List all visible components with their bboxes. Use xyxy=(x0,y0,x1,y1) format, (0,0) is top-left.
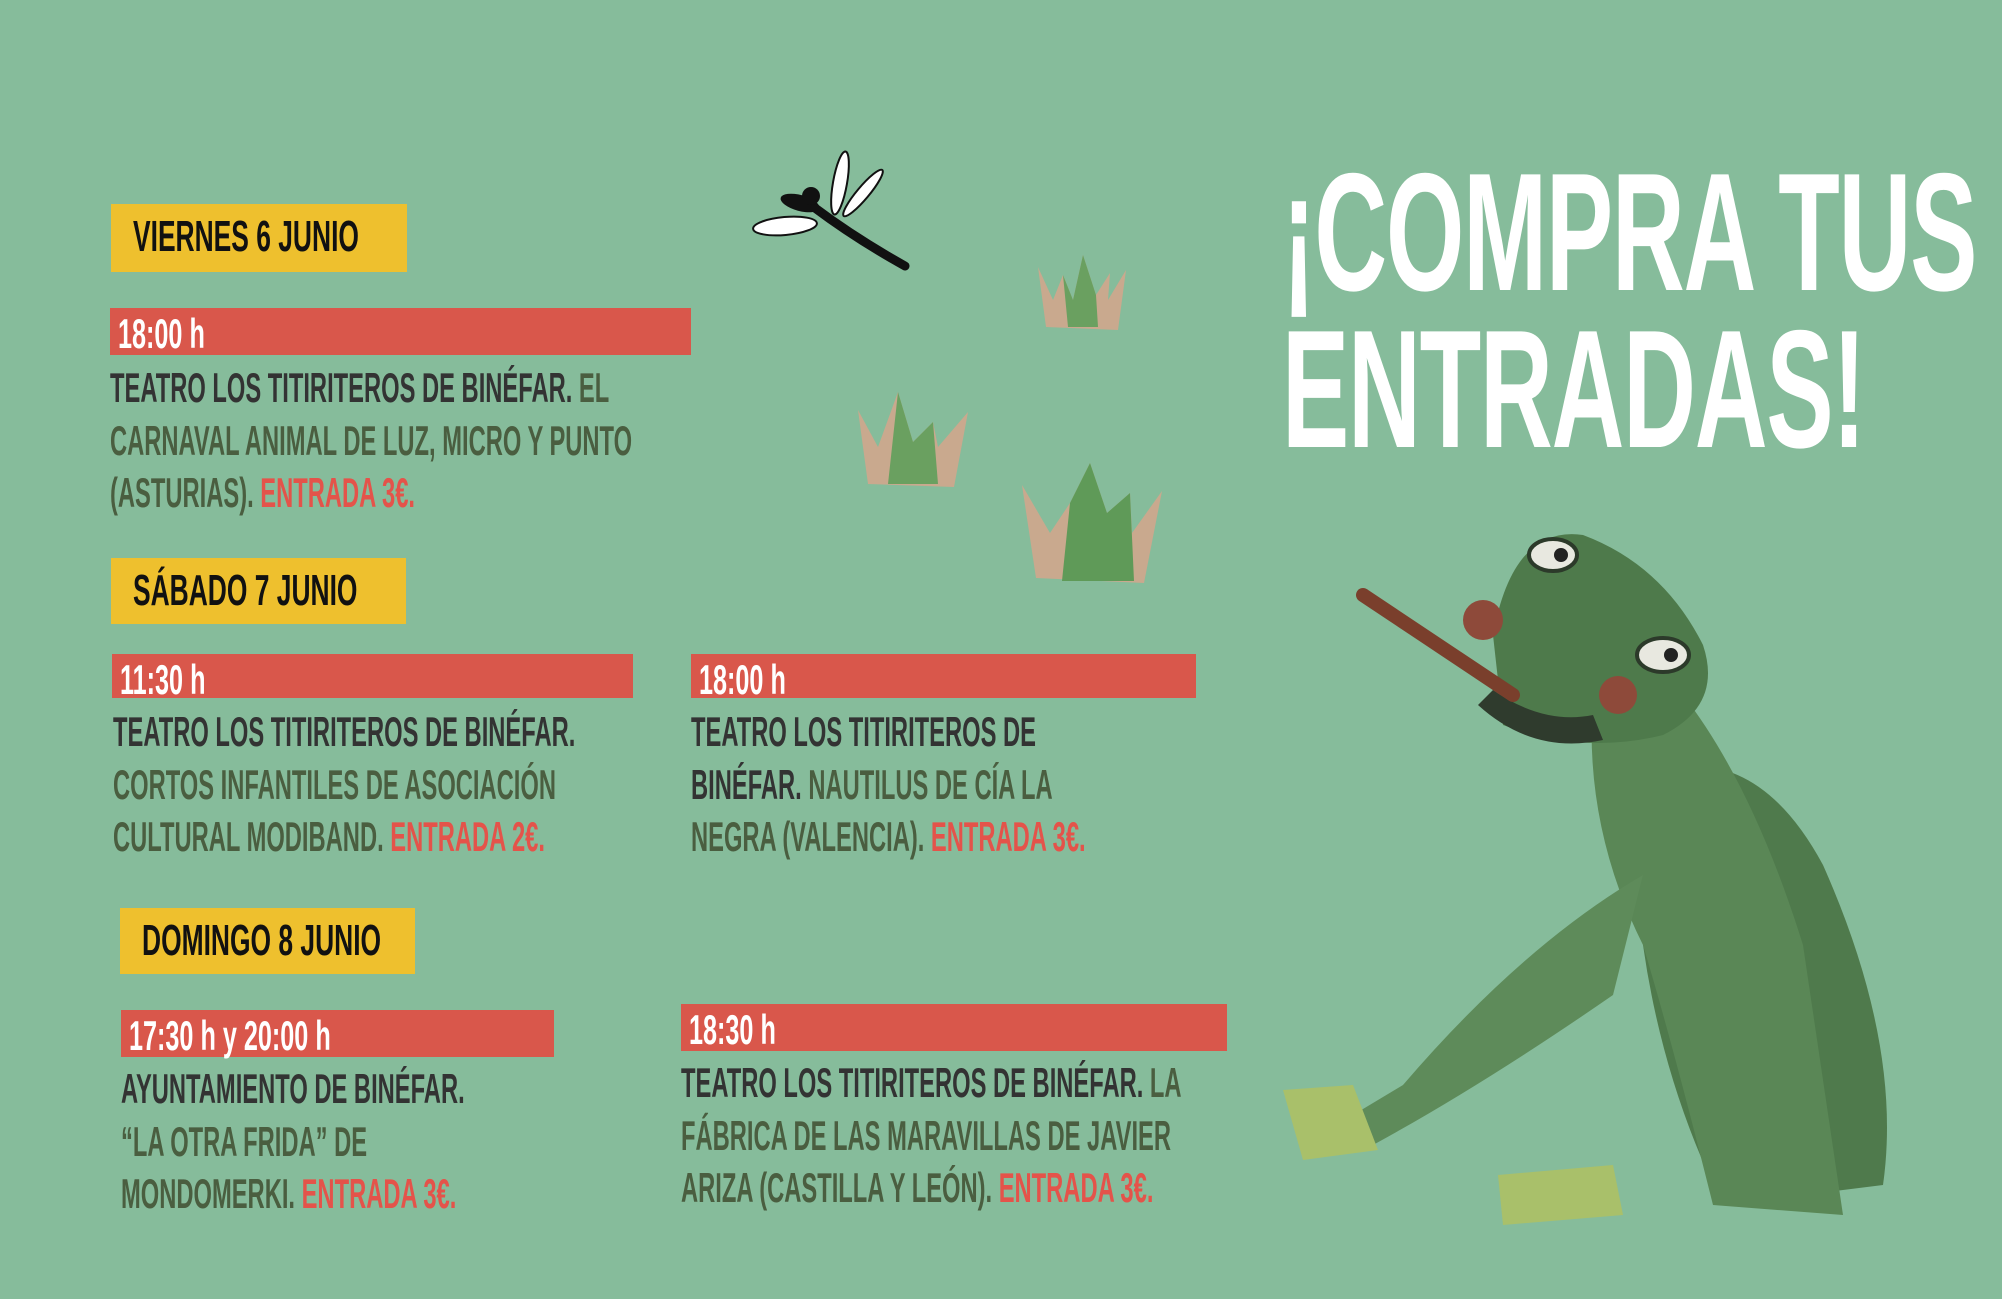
event-line: (ASTURIAS). ENTRADA 3€. xyxy=(110,467,632,520)
event-line: “LA OTRA FRIDA” DE xyxy=(121,1116,465,1169)
venue-text: TEATRO LOS TITIRITEROS DE xyxy=(691,708,1036,755)
time-text: 18:00 h xyxy=(699,656,786,703)
event-description: TEATRO LOS TITIRITEROS DE BINÉFAR. EL CAR… xyxy=(110,362,1034,520)
show-title-text: NEGRA (VALENCIA). xyxy=(691,813,931,860)
frog-illustration xyxy=(1283,534,1887,1225)
time-bar: 18:30 h xyxy=(681,1004,1227,1053)
show-title-text: EL xyxy=(572,364,610,411)
event-line: MONDOMERKI. ENTRADA 3€. xyxy=(121,1168,465,1221)
show-title-text: ARIZA (CASTILLA Y LEÓN). xyxy=(681,1164,999,1211)
event-description: TEATRO LOS TITIRITEROS DE BINÉFAR. CORTOS… xyxy=(113,706,931,864)
event-line: CARNAVAL ANIMAL DE LUZ, MICRO Y PUNTO xyxy=(110,415,632,468)
venue-text: TEATRO LOS TITIRITEROS DE BINÉFAR. xyxy=(110,364,573,411)
day-label-saturday: SÁBADO 7 JUNIO xyxy=(111,558,406,624)
grass-tuft-icon xyxy=(858,392,968,487)
show-title-text: NAUTILUS DE CÍA LA xyxy=(801,760,1053,808)
event-line: ARIZA (CASTILLA Y LEÓN). ENTRADA 3€. xyxy=(681,1162,1182,1215)
event-description: TEATRO LOS TITIRITEROS DE BINÉFAR. NAUTIL… xyxy=(691,706,1389,864)
day-label-sunday: DOMINGO 8 JUNIO xyxy=(120,908,415,974)
event-description: AYUNTAMIENTO DE BINÉFAR. “LA OTRA FRIDA” … xyxy=(121,1063,729,1221)
event-line: CORTOS INFANTILES DE ASOCIACIÓN xyxy=(113,759,575,812)
show-title-text: CARNAVAL ANIMAL DE LUZ, MICRO Y PUNTO xyxy=(110,416,633,464)
time-bar: 18:00 h xyxy=(110,308,691,357)
show-title-text: CULTURAL MODIBAND. xyxy=(113,813,391,860)
show-title-text: “LA OTRA FRIDA” DE xyxy=(121,1117,368,1165)
day-label-friday: VIERNES 6 JUNIO xyxy=(111,204,407,272)
event-description: TEATRO LOS TITIRITEROS DE BINÉFAR. LA FÁB… xyxy=(681,1057,1567,1215)
show-title-text: LA xyxy=(1143,1059,1182,1106)
time-text: 17:30 h y 20:00 h xyxy=(129,1012,331,1059)
event-line: BINÉFAR. NAUTILUS DE CÍA LA xyxy=(691,759,1086,812)
show-title-text: MONDOMERKI. xyxy=(121,1170,302,1217)
event-line: TEATRO LOS TITIRITEROS DE xyxy=(691,706,1086,759)
time-bar: 11:30 h xyxy=(112,654,633,703)
event-line: AYUNTAMIENTO DE BINÉFAR. xyxy=(121,1063,465,1116)
price-text: ENTRADA 3€. xyxy=(998,1164,1154,1211)
show-title-text: FÁBRICA DE LAS MARAVILLAS DE JAVIER xyxy=(681,1111,1172,1159)
event-line: TEATRO LOS TITIRITEROS DE BINÉFAR. LA xyxy=(681,1057,1182,1110)
price-text: ENTRADA 3€. xyxy=(930,813,1086,860)
event-line: TEATRO LOS TITIRITEROS DE BINÉFAR. EL xyxy=(110,362,632,415)
time-text: 18:30 h xyxy=(689,1006,776,1053)
venue-text: TEATRO LOS TITIRITEROS DE BINÉFAR. xyxy=(113,708,576,755)
event-line: NEGRA (VALENCIA). ENTRADA 3€. xyxy=(691,811,1086,864)
headline-line-1: ¡COMPRA TUS xyxy=(1282,138,1977,326)
time-text: 18:00 h xyxy=(118,310,205,357)
event-line: TEATRO LOS TITIRITEROS DE BINÉFAR. xyxy=(113,706,575,759)
day-label-text: DOMINGO 8 JUNIO xyxy=(142,916,382,965)
venue-text: BINÉFAR. xyxy=(691,760,802,808)
day-label-text: VIERNES 6 JUNIO xyxy=(133,212,359,261)
grass-tuft-icon xyxy=(1038,255,1126,330)
price-text: ENTRADA 2€. xyxy=(390,813,545,860)
venue-text: TEATRO LOS TITIRITEROS DE BINÉFAR. xyxy=(681,1059,1144,1106)
price-text: ENTRADA 3€. xyxy=(301,1170,457,1217)
day-label-text: SÁBADO 7 JUNIO xyxy=(133,566,358,615)
price-text: ENTRADA 3€. xyxy=(260,469,416,516)
time-bar: 17:30 h y 20:00 h xyxy=(121,1010,554,1059)
time-bar: 18:00 h xyxy=(691,654,1196,703)
grass-tuft-icon xyxy=(1022,463,1162,583)
time-text: 11:30 h xyxy=(120,656,206,703)
venue-text: AYUNTAMIENTO DE BINÉFAR. xyxy=(121,1065,465,1112)
show-title-text: (ASTURIAS). xyxy=(110,469,261,516)
event-line: FÁBRICA DE LAS MARAVILLAS DE JAVIER xyxy=(681,1110,1182,1163)
headline-line-2: ENTRADAS! xyxy=(1282,295,1866,483)
dragonfly-icon xyxy=(752,150,910,271)
show-title-text: CORTOS INFANTILES DE ASOCIACIÓN xyxy=(113,760,556,808)
event-line: CULTURAL MODIBAND. ENTRADA 2€. xyxy=(113,811,575,864)
